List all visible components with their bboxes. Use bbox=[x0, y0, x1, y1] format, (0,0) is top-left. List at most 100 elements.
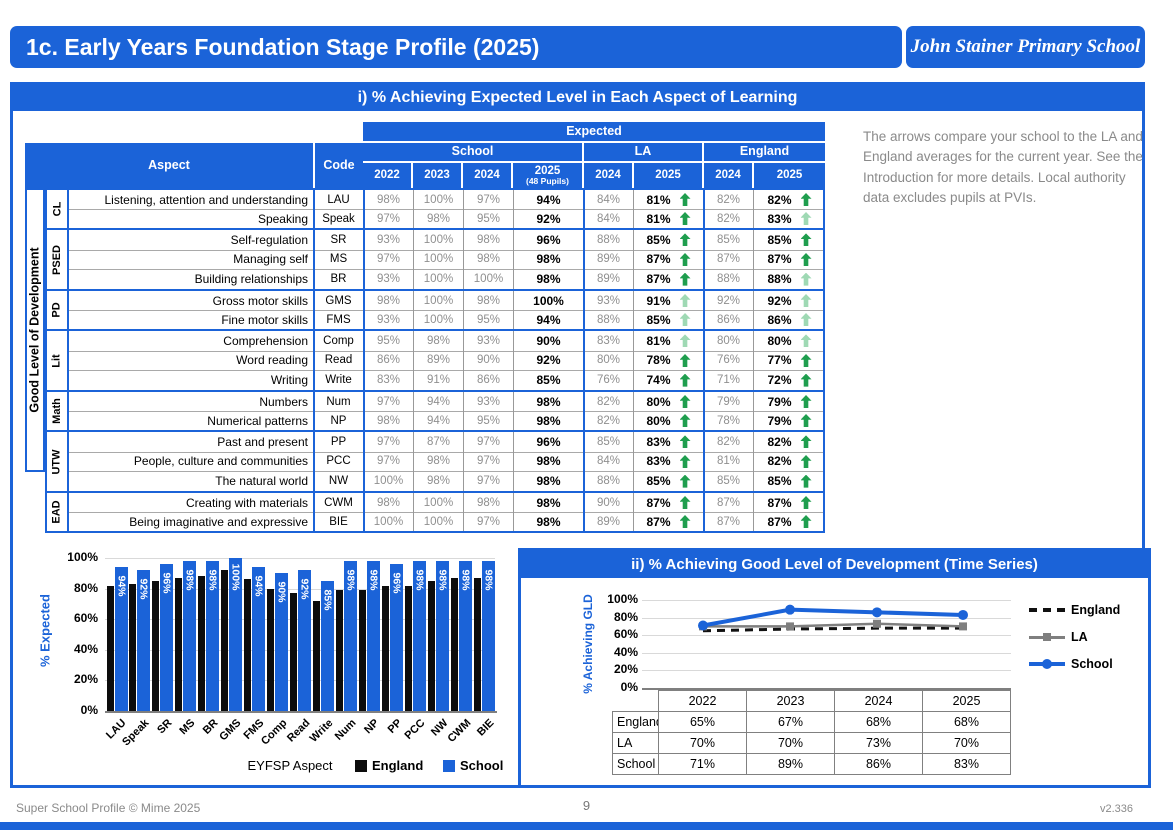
cell-value: 98% bbox=[536, 495, 561, 510]
bar-data-label: 96% bbox=[160, 568, 173, 598]
bar-legend-school: School bbox=[443, 758, 503, 773]
group-code-label: CL bbox=[50, 201, 63, 217]
cell-value: 88% bbox=[596, 475, 621, 488]
col-header-england: England bbox=[704, 143, 825, 161]
bar-data-label: 85% bbox=[321, 585, 334, 615]
block-divider bbox=[67, 291, 69, 329]
cell-value: Listening, attention and understanding bbox=[104, 192, 309, 207]
up-arrow-icon bbox=[800, 334, 812, 348]
cell-value: 80% bbox=[596, 354, 621, 367]
ts-marker-la bbox=[873, 619, 881, 628]
cell-value: BR bbox=[330, 273, 347, 286]
cell-value: 100% bbox=[423, 273, 454, 286]
value-cell: 81% bbox=[703, 451, 753, 472]
up-arrow-icon bbox=[679, 252, 691, 266]
block-divider bbox=[703, 190, 705, 228]
cell-value: 88% bbox=[596, 313, 621, 326]
cell-value: 97% bbox=[376, 435, 401, 448]
value-cell: 81% bbox=[633, 209, 703, 228]
cell-value: 89% bbox=[596, 253, 621, 266]
cell-value: 85% bbox=[536, 373, 561, 388]
bar-england-read bbox=[290, 593, 298, 711]
ts-y-tick-label: 80% bbox=[613, 609, 638, 624]
value-cell: 88% bbox=[703, 269, 753, 289]
ts-y-tick-label: 100% bbox=[607, 592, 638, 606]
ts-gridline bbox=[642, 652, 1011, 654]
value-cell: 98% bbox=[513, 512, 583, 531]
cell-value: 98% bbox=[476, 253, 501, 266]
cell-value: 82% bbox=[767, 434, 792, 449]
cell-value: 97% bbox=[376, 455, 401, 468]
cell-value: 100% bbox=[423, 294, 454, 307]
up-arrow-icon bbox=[800, 233, 812, 247]
value-cell: 85% bbox=[753, 471, 825, 491]
cell-value: 91% bbox=[646, 293, 671, 308]
value-cell: 95% bbox=[363, 331, 413, 351]
cell-value: 92% bbox=[536, 211, 561, 226]
cell-value: 89% bbox=[596, 273, 621, 286]
value-cell: 87% bbox=[753, 249, 825, 270]
value-cell: 94% bbox=[413, 411, 463, 430]
block-divider bbox=[313, 230, 315, 289]
school-name: John Stainer Primary School bbox=[906, 26, 1145, 68]
cell-value: 88% bbox=[716, 273, 741, 286]
value-cell: 80% bbox=[583, 350, 633, 371]
value-cell: 97% bbox=[463, 190, 513, 209]
up-arrow-icon bbox=[679, 212, 691, 225]
cell-value: 85% bbox=[646, 312, 671, 327]
value-cell: 98% bbox=[413, 451, 463, 472]
cell-value: Word reading bbox=[236, 353, 308, 368]
value-cell: 79% bbox=[753, 411, 825, 430]
block-divider bbox=[703, 331, 705, 390]
ts-table-value: 70% bbox=[922, 732, 1011, 754]
value-cell: 86% bbox=[363, 350, 413, 371]
ts-table-year-header: 2025 bbox=[922, 690, 1011, 712]
cell-value: 93% bbox=[476, 395, 501, 408]
cell-value: 97% bbox=[476, 515, 501, 528]
cell-value: Fine motor skills bbox=[221, 312, 308, 327]
cell-value: 100% bbox=[423, 496, 454, 509]
cell-value: 93% bbox=[376, 233, 401, 246]
cell-value: 97% bbox=[376, 212, 401, 225]
up-arrow-icon bbox=[800, 515, 812, 528]
value-cell: 82% bbox=[753, 451, 825, 472]
cell-value: 82% bbox=[596, 414, 621, 427]
cell-value: 76% bbox=[596, 374, 621, 387]
cell-value: Self-regulation bbox=[230, 232, 308, 247]
block-divider bbox=[703, 432, 705, 491]
cell-value: SR bbox=[330, 233, 347, 246]
bar-data-label: 92% bbox=[298, 574, 311, 604]
bar-england-num bbox=[335, 590, 343, 711]
value-cell: 86% bbox=[463, 370, 513, 390]
cell-value: 98% bbox=[376, 294, 401, 307]
value-cell: 80% bbox=[633, 411, 703, 430]
cell-value: 82% bbox=[767, 454, 792, 469]
ts-gridline bbox=[642, 670, 1011, 672]
aspect-table: Expected School LA England Aspect Code 2… bbox=[25, 122, 825, 537]
bar-school-num: 98% bbox=[343, 561, 357, 711]
bar-data-label: 98% bbox=[482, 565, 495, 595]
value-cell: PP bbox=[313, 432, 363, 452]
value-cell: 83% bbox=[633, 451, 703, 472]
cell-value: 87% bbox=[646, 514, 671, 529]
cell-value: Writing bbox=[270, 373, 308, 388]
cell-value: Speak bbox=[322, 212, 355, 225]
cell-value: 98% bbox=[376, 414, 401, 427]
footer-version: v2.336 bbox=[1099, 803, 1133, 815]
group-code-label: PD bbox=[51, 302, 63, 318]
cell-value: 98% bbox=[476, 233, 501, 246]
value-cell: 98% bbox=[463, 493, 513, 512]
up-arrow-icon bbox=[679, 496, 691, 509]
value-cell: 81% bbox=[633, 331, 703, 351]
ts-marker-school bbox=[785, 604, 795, 615]
cell-value: 90% bbox=[536, 333, 561, 348]
up-arrow-icon bbox=[800, 414, 812, 427]
value-cell: 98% bbox=[363, 411, 413, 430]
up-arrow-icon bbox=[679, 233, 691, 247]
bar-england-speak bbox=[129, 584, 137, 711]
gld-label-text: Good Level of Development bbox=[28, 247, 42, 413]
bar-data-label: 90% bbox=[275, 577, 288, 607]
cell-value: 82% bbox=[767, 192, 792, 207]
footer-product: Super School Profile © Mime 2025 bbox=[16, 801, 201, 815]
bar-school-read: 92% bbox=[298, 570, 312, 711]
